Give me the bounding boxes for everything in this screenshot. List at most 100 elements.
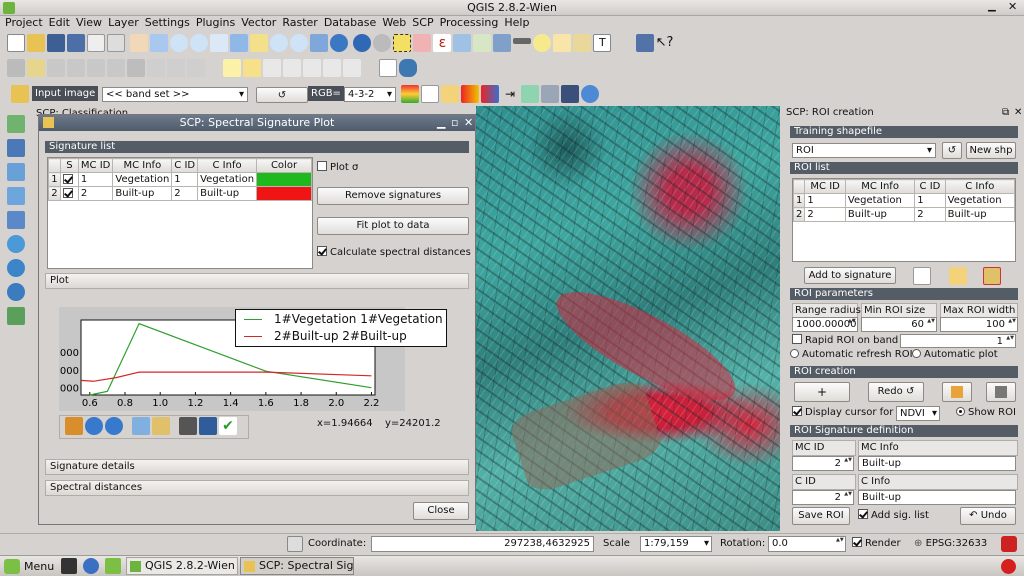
menu-view[interactable]: View xyxy=(75,16,103,29)
c-info-cell[interactable]: Vegetation xyxy=(197,172,258,187)
plot-sigma-checkbox[interactable]: Plot σ xyxy=(317,161,358,175)
forward-icon[interactable] xyxy=(105,417,123,435)
back-icon[interactable] xyxy=(85,417,103,435)
label-move-icon[interactable] xyxy=(283,59,302,77)
col-s[interactable]: S xyxy=(59,158,79,173)
table-row[interactable]: 1 1 Vegetation 1 Vegetation xyxy=(793,193,1015,208)
rotation-spinbox[interactable]: 0.0 xyxy=(768,536,846,552)
screen-icon[interactable] xyxy=(561,85,579,103)
add-delimited-text-icon[interactable] xyxy=(7,307,25,325)
edit-axes-check-icon[interactable]: ✔ xyxy=(219,417,237,435)
menu-database[interactable]: Database xyxy=(323,16,377,29)
close-window-icon[interactable]: ✕ xyxy=(1008,0,1018,13)
refresh-shapefile-button[interactable]: ↺ xyxy=(942,142,962,159)
add-raster-icon[interactable] xyxy=(7,139,25,157)
c-info-cell[interactable]: Built-up xyxy=(197,186,258,201)
rapid-roi-checkbox[interactable]: Rapid ROI on band xyxy=(792,334,898,348)
table-row[interactable]: 2 2 Built-up 2 Built-up xyxy=(48,186,312,201)
menu-layer[interactable]: Layer xyxy=(108,16,139,29)
color-swatch[interactable] xyxy=(256,172,312,187)
add-wms-icon[interactable] xyxy=(7,235,25,253)
action-gear-icon[interactable] xyxy=(373,34,392,52)
menu-web[interactable]: Web xyxy=(382,16,407,29)
menu-project[interactable]: Project xyxy=(5,16,43,29)
table-row[interactable]: 1 1 Vegetation 1 Vegetation xyxy=(48,172,312,187)
zoom-rect-icon[interactable] xyxy=(152,417,170,435)
signature-details-header[interactable]: Signature details xyxy=(45,459,469,475)
browser-icon[interactable] xyxy=(83,558,99,574)
print-composer-icon[interactable] xyxy=(87,34,105,52)
add-feature-icon[interactable] xyxy=(67,59,85,77)
undo-button[interactable]: ↶ Undo xyxy=(960,507,1016,525)
map-tips-icon[interactable] xyxy=(533,34,552,52)
mc-id-cell[interactable]: 1 xyxy=(804,193,846,208)
min-roi-size-spinbox[interactable]: 60 xyxy=(861,317,937,332)
plot-section-header[interactable]: Plot xyxy=(45,273,469,289)
add-wcs-icon[interactable] xyxy=(7,259,25,277)
mc-info-field[interactable]: Built-up xyxy=(858,456,1016,471)
manual-roi-button[interactable] xyxy=(942,382,972,402)
minimize-icon[interactable]: ▁ xyxy=(988,1,996,12)
window-close-icon[interactable]: ✕ xyxy=(464,116,474,129)
rapid-band-spinbox[interactable]: 1 xyxy=(900,334,1016,348)
col-c-info[interactable]: C Info xyxy=(944,179,1015,194)
shapefile-select[interactable]: ROI ▾ xyxy=(792,143,936,158)
window-maximize-icon[interactable]: ▫ xyxy=(451,116,459,129)
col-c-info[interactable]: C Info xyxy=(197,158,258,173)
menu-processing[interactable]: Processing xyxy=(439,16,499,29)
epsg-button[interactable]: ⊕ EPSG:32633 xyxy=(914,538,988,549)
add-to-plot-icon[interactable] xyxy=(913,267,931,285)
table-row[interactable]: 2 2 Built-up 2 Built-up xyxy=(793,207,1015,222)
python-console-icon[interactable] xyxy=(399,59,418,77)
shutdown-icon[interactable] xyxy=(1001,559,1016,574)
add-to-signature-button[interactable]: Add to signature xyxy=(804,267,896,284)
menu-plugins[interactable]: Plugins xyxy=(195,16,236,29)
calc-distances-checkbox[interactable]: Calculate spectral distances xyxy=(317,246,471,260)
field-calculator-icon[interactable] xyxy=(473,34,492,52)
mc-id-cell[interactable]: 2 xyxy=(804,207,846,222)
copy-icon[interactable] xyxy=(167,59,185,77)
open-folder-icon[interactable] xyxy=(27,34,45,52)
attribute-table-icon[interactable] xyxy=(453,34,472,52)
range-radius-spinbox[interactable]: 1000.000000 xyxy=(792,317,858,332)
home-icon[interactable] xyxy=(65,417,83,435)
move-feature-icon[interactable] xyxy=(87,59,105,77)
c-id-cell[interactable]: 2 xyxy=(171,186,199,201)
mc-id-cell[interactable]: 1 xyxy=(77,172,114,187)
add-postgis-icon[interactable] xyxy=(7,163,25,181)
zoom-next-icon[interactable] xyxy=(310,34,329,52)
menu-help[interactable]: Help xyxy=(504,16,530,29)
label-show-icon[interactable] xyxy=(263,59,282,77)
menu-vector[interactable]: Vector xyxy=(241,16,277,29)
composer-manager-icon[interactable] xyxy=(107,34,125,52)
color-swatch[interactable] xyxy=(256,186,312,201)
zoom-in-icon[interactable] xyxy=(170,34,189,52)
save-as-icon[interactable] xyxy=(67,34,85,52)
mc-info-cell[interactable]: Vegetation xyxy=(112,172,173,187)
label-property-icon[interactable] xyxy=(343,59,362,77)
coordinate-field[interactable]: 297238,4632925 xyxy=(371,536,594,552)
add-mssql-icon[interactable] xyxy=(7,211,25,229)
label-change-icon[interactable] xyxy=(323,59,342,77)
delete-roi-icon[interactable] xyxy=(983,267,1001,285)
zoom-layer-icon[interactable] xyxy=(270,34,289,52)
dock-close-icon[interactable]: ✕ xyxy=(1014,107,1023,118)
col-mc-info[interactable]: MC Info xyxy=(844,179,916,194)
messages-icon[interactable] xyxy=(1001,536,1017,552)
c-info-field[interactable]: Built-up xyxy=(858,490,1016,505)
arrow-right-icon[interactable]: ⇥ xyxy=(504,87,516,101)
label-pin-icon[interactable] xyxy=(243,59,262,77)
csw-icon[interactable] xyxy=(379,59,398,77)
window-minimize-icon[interactable]: ▁ xyxy=(437,116,446,129)
refresh-icon[interactable] xyxy=(330,34,349,52)
scatter-add-icon[interactable] xyxy=(949,267,967,285)
mc-info-cell[interactable]: Built-up xyxy=(112,186,173,201)
mc-id-spinbox[interactable]: 2 xyxy=(792,456,854,471)
pan-hand-icon[interactable] xyxy=(130,34,149,52)
zoom-last-icon[interactable] xyxy=(290,34,309,52)
deselect-icon[interactable] xyxy=(413,34,432,52)
refresh-band-set-button[interactable]: ↺ xyxy=(256,87,308,103)
save-icon[interactable] xyxy=(47,34,65,52)
cursor-index-select[interactable]: NDVI ▾ xyxy=(896,406,940,421)
new-project-icon[interactable] xyxy=(7,34,25,52)
